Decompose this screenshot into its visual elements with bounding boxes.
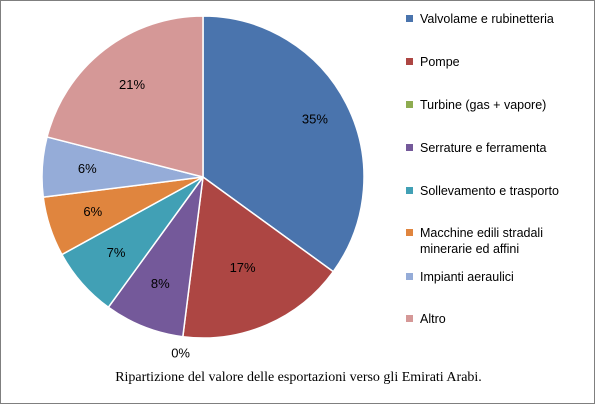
legend-label-sollevamento: Sollevamento e trasporto (420, 184, 559, 198)
legend-label-impianti: Impianti aeraulici (420, 270, 514, 284)
data-label-impianti: 6% (78, 161, 97, 176)
legend-label-pompe: Pompe (420, 55, 460, 69)
data-label-macchine-edili: 6% (83, 204, 102, 219)
legend-item-pompe: Pompe (406, 54, 591, 70)
legend-swatch-turbine (406, 101, 413, 108)
data-label-pompe: 17% (230, 260, 256, 275)
pie-slice-valvolame (202, 15, 365, 273)
legend-label-serrature: Serrature e ferramenta (420, 141, 547, 155)
data-label-altro: 21% (119, 77, 145, 92)
legend-label-macchine-edili: Macchine edili stradali minerarie ed aff… (420, 226, 543, 256)
data-label-turbine: 0% (171, 346, 190, 361)
legend-swatch-impianti (406, 273, 413, 280)
chart-caption: Ripartizione del valore delle esportazio… (115, 370, 482, 385)
legend-swatch-serrature (406, 144, 413, 151)
legend-label-altro: Altro (420, 312, 446, 326)
legend-swatch-macchine-edili (406, 229, 413, 236)
legend-item-macchine-edili: Macchine edili stradali minerarie ed aff… (406, 225, 591, 257)
legend-item-turbine: Turbine (gas + vapore) (406, 97, 591, 113)
legend-item-impianti: Impianti aeraulici (406, 269, 591, 285)
legend-swatch-valvolame (406, 15, 413, 22)
legend-item-altro: Altro (406, 311, 591, 327)
legend-label-turbine: Turbine (gas + vapore) (420, 98, 547, 112)
legend-swatch-altro (406, 315, 413, 322)
legend-item-sollevamento: Sollevamento e trasporto (406, 183, 591, 199)
legend-label-valvolame: Valvolame e rubinetteria (420, 12, 554, 26)
pie-slice-altro (46, 15, 204, 178)
data-label-valvolame: 35% (302, 111, 328, 126)
pie-slice-pompe (181, 175, 335, 339)
legend-item-valvolame: Valvolame e rubinetteria (406, 11, 591, 27)
data-label-serrature: 8% (151, 276, 170, 291)
legend-swatch-sollevamento (406, 187, 413, 194)
legend-item-serrature: Serrature e ferramenta (406, 140, 591, 156)
legend-swatch-pompe (406, 58, 413, 65)
data-label-sollevamento: 7% (107, 245, 126, 260)
